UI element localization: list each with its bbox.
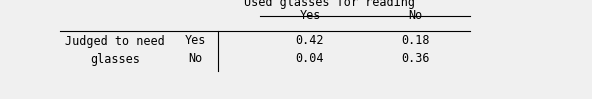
Text: Yes: Yes	[184, 34, 205, 48]
Text: 0.18: 0.18	[401, 34, 429, 48]
Text: No: No	[188, 52, 202, 66]
Text: 0.42: 0.42	[296, 34, 324, 48]
Text: Used glasses for reading: Used glasses for reading	[244, 0, 415, 9]
Text: No: No	[408, 9, 422, 22]
Text: 0.36: 0.36	[401, 52, 429, 66]
Text: Judged to need: Judged to need	[65, 34, 165, 48]
Text: Yes: Yes	[300, 9, 321, 22]
Text: 0.04: 0.04	[296, 52, 324, 66]
Text: glasses: glasses	[90, 52, 140, 66]
